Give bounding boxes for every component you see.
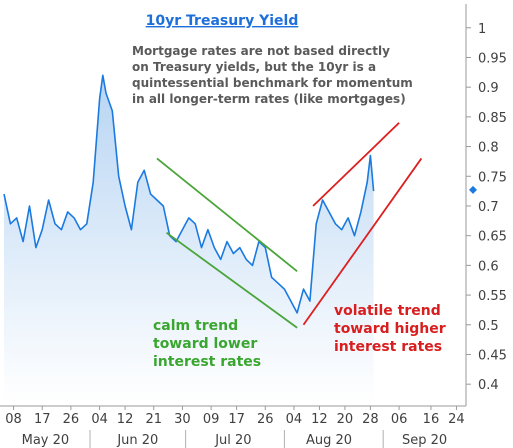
x-month-label: Sep 20 <box>402 433 447 448</box>
yield-line <box>3 74 375 314</box>
y-tick-label: 0.6 <box>478 259 499 274</box>
y-tick-label: 0.8 <box>478 141 499 156</box>
annotation-line: calm trend <box>153 318 238 334</box>
y-tick-label: 0.55 <box>478 289 507 304</box>
x-month-label: Jul 20 <box>214 433 251 448</box>
y-tick-label: 0.4 <box>478 378 499 393</box>
annotation-line: volatile trend <box>334 303 441 319</box>
x-tick-label: 17 <box>228 412 245 427</box>
annotation-line: interest rates <box>334 339 442 355</box>
chart-subtitle: Mortgage rates are not based directly on… <box>132 44 413 106</box>
trend-line <box>302 157 423 326</box>
subtitle-line: on Treasury yields, but the 10yr is a <box>132 60 376 74</box>
annotation-line: toward higher <box>334 321 446 337</box>
y-tick-label: 1 <box>478 22 486 37</box>
y-tick-label: 0.5 <box>478 319 499 334</box>
x-tick-label: 30 <box>174 412 191 427</box>
annotation-line: interest rates <box>153 354 261 370</box>
x-tick-label: 04 <box>286 412 303 427</box>
x-month-label: Jun 20 <box>116 433 158 448</box>
annotation-volatile-trend: volatile trend toward higher interest ra… <box>334 303 446 355</box>
annotation-calm-trend: calm trend toward lower interest rates <box>153 318 261 370</box>
y-tick-label: 0.9 <box>478 81 499 96</box>
yield-area <box>4 75 374 403</box>
x-tick-label: 20 <box>337 412 354 427</box>
x-tick-label: 16 <box>423 412 440 427</box>
x-tick-label: 26 <box>257 412 274 427</box>
x-tick-label: 21 <box>145 412 162 427</box>
trend-line <box>156 157 298 273</box>
y-tick-label: 0.7 <box>478 200 499 215</box>
x-tick-label: 24 <box>448 412 465 427</box>
trend-lines <box>156 122 423 329</box>
y-axis: 1 0.95 0.9 0.85 0.8 0.75 0.7 0.65 0.6 0.55 0.5 0.45… <box>465 4 507 406</box>
x-axis: 08 17 26 04 12 21 30 09 17 26 04 12 20 28 06 16 24 May 20… <box>0 405 466 448</box>
chart-title: 10yr Treasury Yield <box>146 13 299 29</box>
subtitle-line: quintessential benchmark for momentum <box>132 76 413 90</box>
x-tick-label: 26 <box>63 412 80 427</box>
x-month-label: May 20 <box>22 433 70 448</box>
x-tick-label: 06 <box>391 412 408 427</box>
y-tick-label: 0.85 <box>478 111 507 126</box>
x-tick-label: 09 <box>203 412 220 427</box>
trend-line <box>312 122 400 207</box>
last-value-marker <box>469 185 477 194</box>
x-tick-label: 08 <box>5 412 22 427</box>
y-tick-label: 0.45 <box>478 348 507 363</box>
x-tick-label: 17 <box>34 412 51 427</box>
x-month-label: Aug 20 <box>306 433 352 448</box>
x-tick-label: 28 <box>362 412 379 427</box>
subtitle-line: Mortgage rates are not based directly <box>132 44 390 58</box>
y-tick-label: 0.65 <box>478 230 507 245</box>
annotation-line: toward lower <box>153 336 257 352</box>
y-tick-label: 0.75 <box>478 170 507 185</box>
x-tick-label: 12 <box>311 412 328 427</box>
y-tick-label: 0.95 <box>478 51 507 66</box>
trend-line <box>165 231 298 329</box>
x-tick-label: 04 <box>91 412 108 427</box>
subtitle-line: in all longer-term rates (like mortgages… <box>132 92 406 106</box>
x-tick-label: 12 <box>117 412 134 427</box>
